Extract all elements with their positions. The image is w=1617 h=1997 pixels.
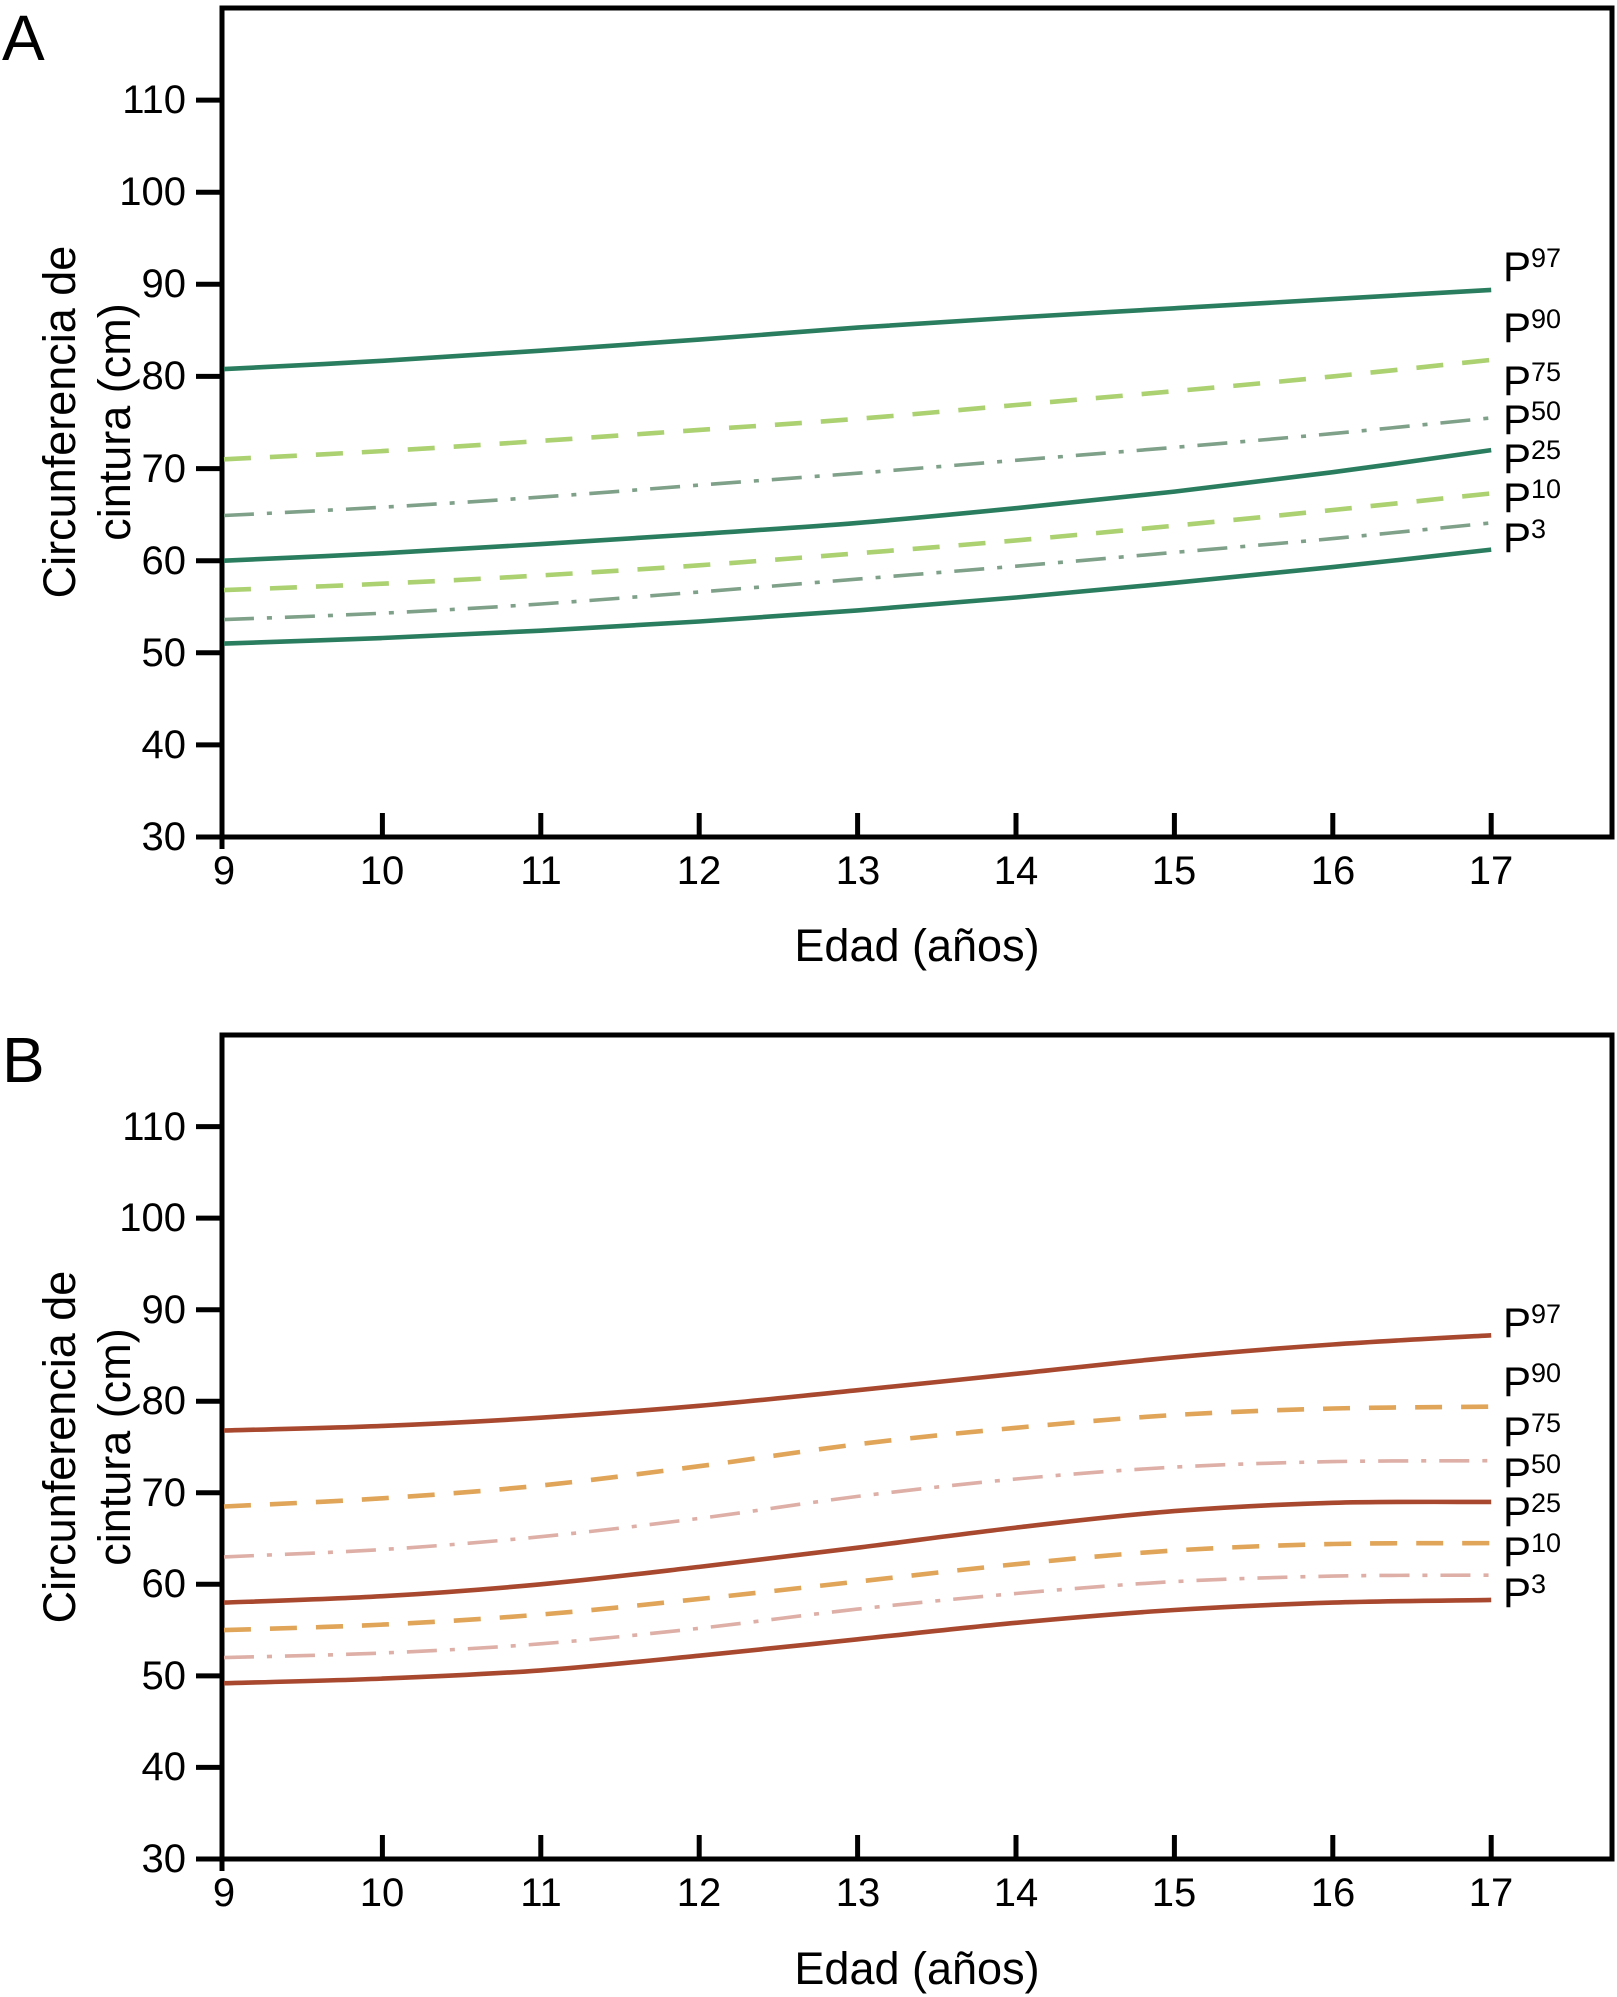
percentile-label-P25: P25	[1503, 1488, 1562, 1535]
percentile-curve-P97	[223, 287, 1492, 372]
plot-border	[219, 1032, 1615, 1862]
percentile-label-P97: P97	[1503, 243, 1562, 290]
x-tick-label: 13	[835, 849, 881, 893]
x-tick-label: 14	[993, 1871, 1039, 1915]
percentile-label-P10: P10	[1503, 474, 1562, 521]
x-tick-label: 10	[359, 849, 405, 893]
y-tick-label: 50	[141, 631, 187, 675]
percentile-curve-P90	[223, 357, 1492, 462]
x-tick-label: 11	[520, 1871, 562, 1915]
panel-b-x-axis-title: Edad (años)	[794, 1943, 1040, 1994]
x-tick-label: 15	[1151, 849, 1197, 893]
percentile-label-P50: P50	[1503, 1449, 1562, 1496]
x-tick-label: 16	[1310, 849, 1356, 893]
percentile-label-P90: P90	[1503, 1358, 1562, 1405]
x-tick-label: 17	[1468, 849, 1514, 893]
x-tick-label: 12	[676, 1871, 722, 1915]
y-tick-label: 80	[141, 354, 187, 398]
x-tick-label: 15	[1151, 1871, 1197, 1915]
percentile-curve-P90	[223, 1404, 1492, 1509]
y-tick-label: 70	[141, 1471, 187, 1515]
x-tick-label: 13	[835, 1871, 881, 1915]
percentile-label-P3: P3	[1503, 1569, 1547, 1616]
panel-a-letter: A	[2, 2, 45, 74]
percentile-label-P90: P90	[1503, 304, 1562, 351]
y-tick-label: 30	[141, 1837, 187, 1881]
percentile-curve-P3	[223, 1597, 1492, 1686]
percentile-curve-P25	[223, 1540, 1492, 1633]
panel-a-plot	[196, 5, 1615, 849]
y-tick-label: 100	[119, 1196, 186, 1240]
y-tick-label: 40	[141, 1745, 187, 1789]
y-tick-label: 70	[141, 447, 187, 491]
percentile-curve-P3	[223, 547, 1492, 646]
percentile-curve-P75	[223, 416, 1492, 518]
percentile-label-P25: P25	[1503, 435, 1562, 482]
percentile-curve-P25	[223, 491, 1492, 593]
panel-a-y-axis-title-line1: Circunferencia de	[34, 245, 85, 599]
percentile-label-P50: P50	[1503, 396, 1562, 443]
y-tick-label: 110	[122, 78, 186, 122]
x-tick-label: 16	[1310, 1871, 1356, 1915]
y-tick-label: 40	[141, 723, 187, 767]
y-tick-label: 30	[141, 815, 187, 859]
x-tick-label: 11	[520, 849, 562, 893]
x-tick-label: 9	[212, 1871, 236, 1915]
x-tick-label: 17	[1468, 1871, 1514, 1915]
percentile-curve-P97	[223, 1333, 1492, 1433]
percentile-curve-P50	[223, 1499, 1492, 1605]
percentile-curve-P75	[223, 1458, 1492, 1559]
x-tick-label: 9	[212, 849, 236, 893]
panel-b-plot	[196, 1032, 1615, 1871]
panel-a-x-axis-title: Edad (años)	[794, 920, 1040, 971]
y-tick-label: 60	[141, 1562, 187, 1606]
y-tick-label: 50	[141, 1654, 187, 1698]
y-tick-label: 90	[141, 1288, 187, 1332]
panel-b-y-axis-title-line1: Circunferencia de	[34, 1270, 85, 1624]
percentile-curve-P10	[223, 1573, 1492, 1660]
y-tick-label: 90	[141, 262, 187, 306]
x-tick-label: 14	[993, 849, 1039, 893]
y-tick-label: 60	[141, 539, 187, 583]
y-tick-label: 110	[122, 1105, 186, 1149]
x-tick-label: 10	[359, 1871, 405, 1915]
percentile-label-P75: P75	[1503, 1408, 1562, 1455]
percentile-curve-P50	[223, 447, 1492, 563]
percentile-label-P10: P10	[1503, 1528, 1562, 1575]
y-tick-label: 80	[141, 1379, 187, 1423]
plot-border	[219, 5, 1615, 840]
x-tick-label: 12	[676, 849, 722, 893]
percentile-curve-P10	[223, 521, 1492, 622]
percentile-label-P75: P75	[1503, 357, 1562, 404]
y-tick-label: 100	[119, 170, 186, 214]
percentile-label-P3: P3	[1503, 514, 1547, 561]
percentile-label-P97: P97	[1503, 1299, 1562, 1346]
panel-b-letter: B	[2, 1024, 45, 1096]
